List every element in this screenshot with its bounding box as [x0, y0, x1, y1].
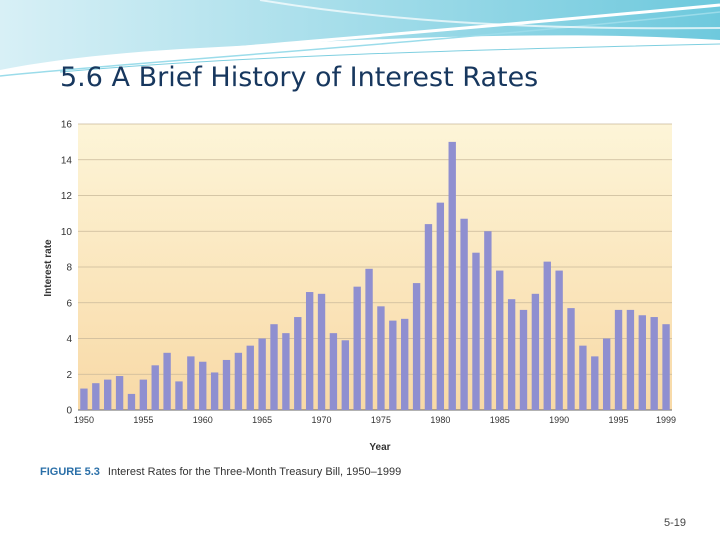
x-tick-label: 1999	[656, 415, 676, 425]
bar-1986	[507, 299, 516, 410]
x-tick-label: 1980	[430, 415, 450, 425]
bar-1985	[496, 270, 504, 410]
bar-1973	[353, 286, 361, 410]
bar-1995	[614, 309, 623, 410]
figure-caption-text: Interest Rates for the Three-Month Treas…	[107, 466, 402, 478]
bar-1983	[472, 252, 480, 410]
bar-1978	[412, 283, 421, 410]
bar-1997	[638, 315, 646, 410]
y-tick-label: 2	[66, 370, 72, 381]
bar-1968	[294, 317, 302, 410]
bar-1954	[127, 393, 136, 410]
bar-1998	[650, 317, 658, 410]
bar-1975	[377, 306, 385, 410]
bar-1987	[519, 309, 528, 410]
y-tick-label: 0	[66, 406, 72, 417]
bar-1965	[258, 338, 266, 410]
slide-title: 5.6 A Brief History of Interest Rates	[60, 62, 539, 93]
bar-1957	[163, 352, 171, 410]
x-tick-label: 1990	[549, 415, 569, 425]
x-tick-label: 1950	[74, 415, 94, 425]
x-tick-label: 1965	[252, 415, 272, 425]
bar-1990	[555, 270, 563, 410]
x-axis-label: Year	[369, 442, 390, 453]
bar-1966	[270, 324, 278, 410]
bar-1981	[448, 141, 456, 410]
bar-1951	[92, 383, 100, 410]
y-tick-label: 14	[61, 155, 73, 166]
bar-1950	[80, 388, 88, 410]
bar-1982	[460, 218, 468, 410]
bar-1956	[151, 365, 159, 410]
bar-1976	[389, 320, 397, 410]
bar-1964	[246, 345, 254, 410]
bar-1994	[602, 338, 611, 410]
bar-1984	[484, 231, 492, 410]
bar-1977	[401, 318, 409, 410]
page-number: 5-19	[664, 517, 687, 529]
y-axis-label: Interest rate	[43, 239, 54, 297]
bar-1961	[210, 372, 219, 410]
bar-1967	[282, 333, 290, 410]
bar-1974	[365, 268, 373, 410]
y-tick-label: 16	[61, 120, 73, 131]
bar-1996	[626, 309, 635, 410]
bar-1953	[115, 376, 124, 410]
bar-1989	[543, 261, 551, 410]
bar-1972	[341, 340, 349, 410]
bar-1992	[579, 345, 587, 410]
figure-panel: 0 2 4 6 8 10 12 14 16 1950 1955 1960 1965 1970 1975 19…	[36, 108, 684, 486]
bar-1963	[234, 352, 243, 410]
interest-rate-bar-chart: 0 2 4 6 8 10 12 14 16 1950 1955 1960 1965 1970 1975 19…	[43, 120, 676, 454]
bar-1980	[436, 202, 445, 410]
bar-1960	[199, 361, 207, 410]
x-tick-label: 1960	[193, 415, 213, 425]
y-tick-label: 12	[61, 191, 73, 202]
x-tick-label: 1995	[609, 415, 629, 425]
bar-1971	[329, 333, 338, 410]
bar-1969	[305, 292, 314, 410]
figure-label: FIGURE 5.3	[40, 466, 100, 478]
bar-1979	[424, 224, 433, 410]
bar-1993	[591, 356, 599, 410]
bar-1959	[187, 356, 195, 410]
y-tick-label: 8	[66, 263, 72, 274]
x-tick-label: 1975	[371, 415, 391, 425]
bar-1952	[104, 379, 112, 410]
figure-caption: FIGURE 5.3 Interest Rates for the Three-M…	[40, 466, 401, 478]
y-tick-label: 10	[61, 227, 73, 238]
y-tick-label: 6	[66, 298, 72, 309]
bar-1962	[222, 359, 231, 410]
bar-1955	[139, 379, 148, 410]
x-tick-label: 1985	[490, 415, 510, 425]
header-banner-decoration	[0, 0, 720, 77]
bar-1988	[531, 293, 540, 410]
y-tick-label: 4	[66, 334, 72, 345]
bar-1970	[317, 293, 326, 410]
x-tick-label: 1955	[133, 415, 153, 425]
bar-1991	[567, 308, 575, 410]
x-tick-label: 1970	[312, 415, 332, 425]
bar-1958	[175, 381, 183, 410]
bar-1999	[662, 324, 670, 410]
